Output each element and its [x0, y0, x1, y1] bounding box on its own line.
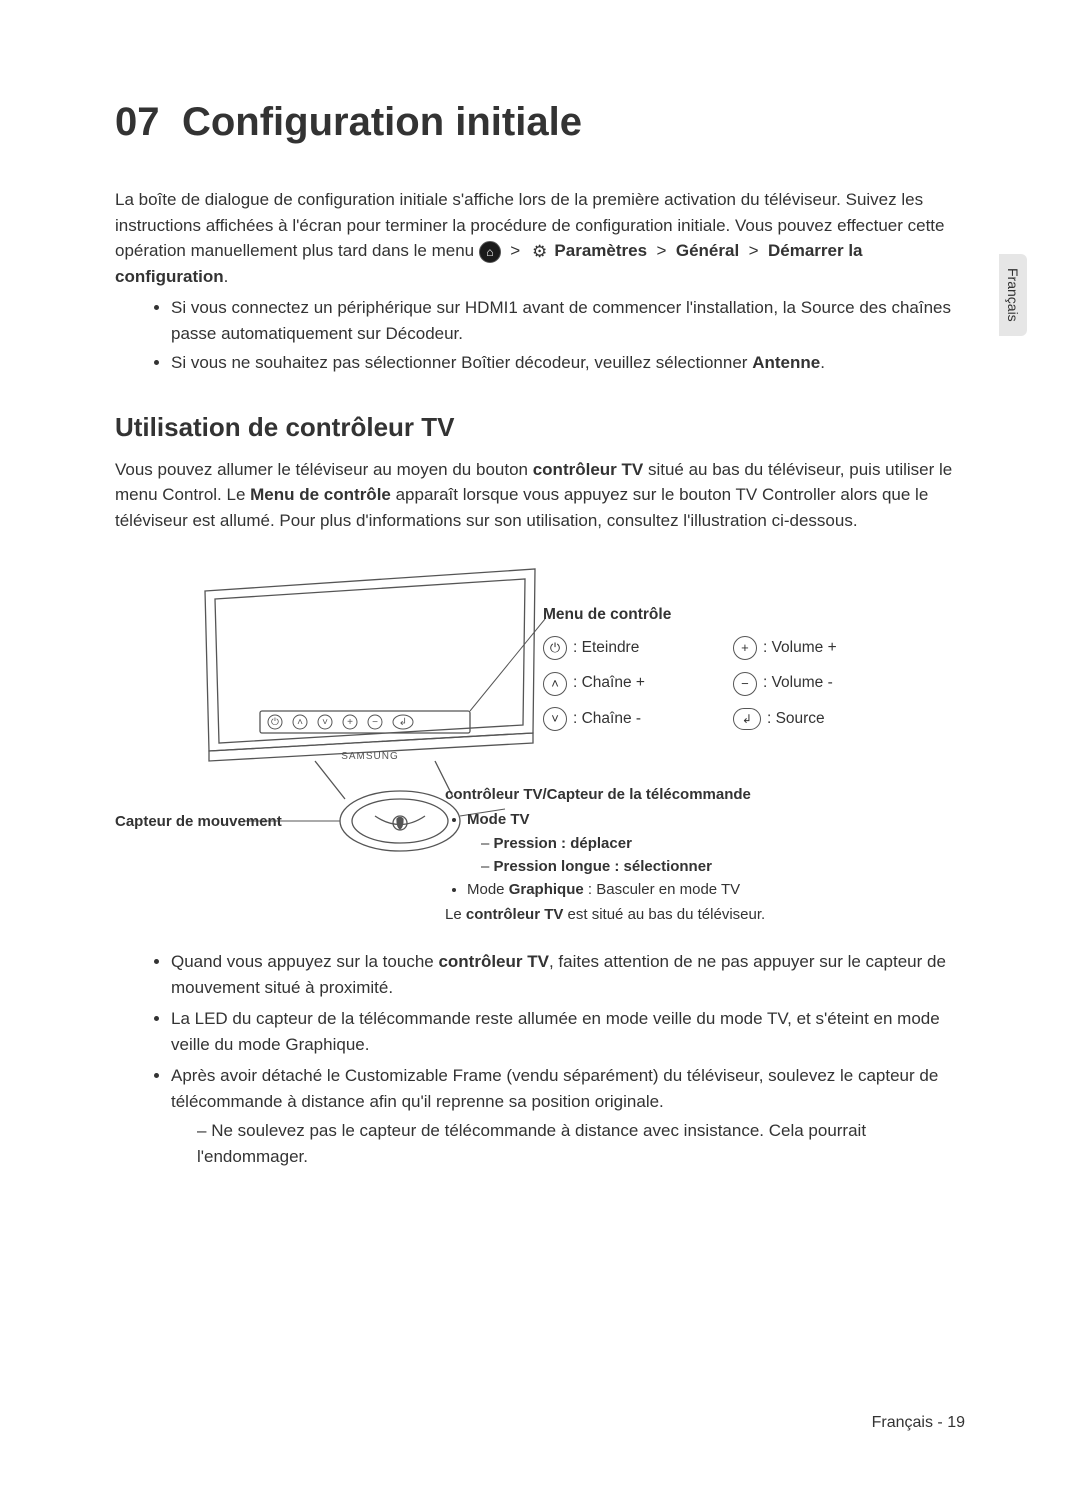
channel-up-icon: ˄: [543, 672, 567, 696]
menu-item-channel-up: ˄: Chaîne +: [543, 669, 645, 698]
control-menu-title: Menu de contrôle: [543, 601, 837, 630]
language-tab-label: Français: [1005, 268, 1021, 322]
menu-item-volume-up: +: Volume +: [733, 634, 837, 663]
press-move: Pression : déplacer: [481, 832, 765, 855]
language-tab: Français: [999, 254, 1027, 336]
intro-bullet-1: Si vous connectez un périphérique sur HD…: [171, 295, 965, 346]
note-3: Après avoir détaché le Customizable Fram…: [171, 1063, 965, 1169]
gear-icon: ⚙: [530, 242, 550, 262]
source-icon: ↲: [733, 708, 761, 730]
section-number: 07: [115, 100, 160, 144]
breadcrumb-settings: Paramètres: [554, 241, 647, 260]
svg-text:˅: ˅: [322, 717, 328, 728]
subheading: Utilisation de contrôleur TV: [115, 412, 965, 443]
long-press-select: Pression longue : sélectionner: [481, 855, 765, 878]
menu-item-volume-down: −: Volume -: [733, 669, 837, 698]
menu-item-power: ⏻: Eteindre: [543, 634, 645, 663]
channel-down-icon: ˅: [543, 707, 567, 731]
tv-diagram: ⏻ ˄ ˅ + − ↲ SAMSUNG Menu de contrôle: [115, 561, 965, 941]
menu-item-source: ↲: Source: [733, 705, 837, 734]
control-menu-legend: Menu de contrôle ⏻: Eteindre ˄: Chaîne +…: [543, 601, 837, 734]
controller-note: Le contrôleur TV est situé au bas du tél…: [445, 903, 765, 926]
svg-text:↲: ↲: [399, 717, 407, 728]
intro-bullet-2: Si vous ne souhaitez pas sélectionner Bo…: [171, 350, 965, 376]
notes-list: Quand vous appuyez sur la touche contrôl…: [115, 949, 965, 1169]
intro-bullets: Si vous connectez un périphérique sur HD…: [115, 295, 965, 376]
mode-graphic: Mode Graphique : Basculer en mode TV: [467, 878, 765, 901]
motion-sensor-label: Capteur de mouvement: [115, 813, 282, 830]
menu-item-channel-down: ˅: Chaîne -: [543, 705, 645, 734]
svg-text:−: −: [372, 717, 378, 728]
intro-paragraph: La boîte de dialogue de configuration in…: [115, 187, 965, 289]
controller-title: contrôleur TV/Capteur de la télécommande: [445, 783, 765, 806]
svg-text:⏻: ⏻: [271, 717, 279, 728]
power-icon: ⏻: [543, 636, 567, 660]
page-footer: Français - 19: [872, 1414, 965, 1432]
svg-text:+: +: [347, 717, 353, 728]
home-icon: ⌂: [479, 241, 501, 263]
volume-down-icon: −: [733, 672, 757, 696]
note-2: La LED du capteur de la télécommande res…: [171, 1006, 965, 1057]
controller-info: contrôleur TV/Capteur de la télécommande…: [445, 783, 765, 927]
mode-tv: Mode TV Pression : déplacer Pression lon…: [467, 808, 765, 878]
sub-paragraph: Vous pouvez allumer le téléviseur au moy…: [115, 457, 965, 534]
svg-text:˄: ˄: [297, 717, 303, 728]
section-header: 07 Configuration initiale: [115, 100, 965, 145]
section-title: Configuration initiale: [182, 100, 582, 144]
note-1: Quand vous appuyez sur la touche contrôl…: [171, 949, 965, 1000]
volume-up-icon: +: [733, 636, 757, 660]
note-3-sub: Ne soulevez pas le capteur de télécomman…: [197, 1118, 965, 1169]
brand-label: SAMSUNG: [341, 751, 399, 762]
breadcrumb-general: Général: [676, 241, 739, 260]
